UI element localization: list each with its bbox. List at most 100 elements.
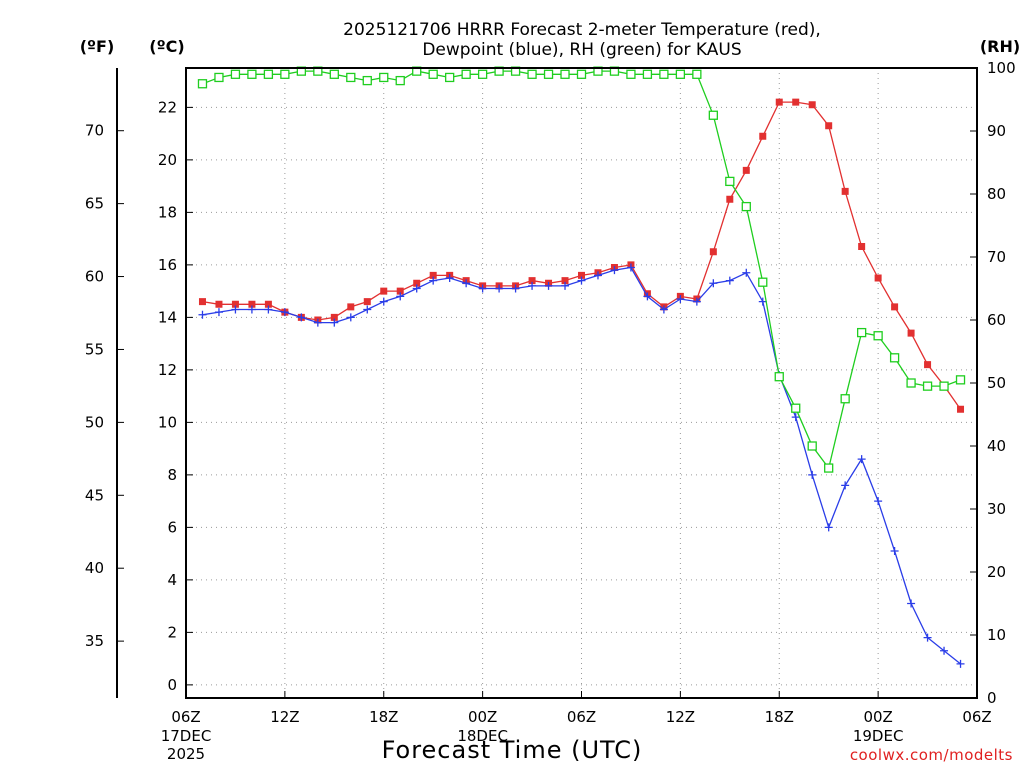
chart-title-line-2: Dewpoint (blue), RH (green) for KAUS [422,40,741,60]
rh-point [807,441,817,451]
rh-point [346,72,356,83]
celsius-unit-label: (ºC) [149,37,184,56]
rh-point [873,331,883,341]
rh-point [214,72,224,83]
fahrenheit-tick-label: 70 [85,122,104,140]
dewpoint-point [725,276,734,285]
fahrenheit-tick-label: 45 [85,486,104,504]
rh-point [906,378,916,388]
time-tick-label: 18Z [765,708,794,726]
rh-point [543,69,554,79]
dewpoint-point [561,281,570,290]
celsius-tick-label: 16 [158,256,177,274]
temperature-point [924,361,932,369]
date-tick-label: 19DEC [853,727,904,745]
rh-unit-label: (RH) [980,37,1020,56]
dewpoint-point [544,281,553,290]
dewpoint-point [626,263,635,272]
temperature-point [380,287,388,295]
gridlines [185,68,978,698]
rh-point [445,72,455,83]
celsius-tick-label: 22 [158,98,177,116]
dewpoint-point [643,292,652,301]
dewpoint-point [363,305,372,314]
dewpoint-point [841,481,850,490]
celsius-axis: 0 2 4 6 8 10 12 14 16 18 20 22 [158,98,193,694]
rh-point [774,372,784,382]
dewpoint-point [214,308,223,317]
time-tick-label: 06Z [171,708,200,726]
dewpoint-point [247,305,256,314]
dewpoint-point [396,292,405,301]
time-tick-label: 12Z [666,708,695,726]
temperature-point [841,187,849,195]
dewpoint-point [280,308,289,317]
dewpoint-point [379,297,388,306]
dewpoint-point [857,455,866,464]
fahrenheit-tick-label: 40 [85,559,104,577]
rh-point [642,69,653,79]
dewpoint-point [890,547,899,555]
rh-point [560,69,570,79]
rh-tick-label: 40 [987,437,1006,455]
time-tick-label: 00Z [863,708,892,726]
dewpoint-point [495,284,504,293]
dewpoint-point [297,313,306,322]
fahrenheit-tick-label: 55 [85,340,104,358]
rh-point [362,75,372,86]
temperature-point [578,271,585,279]
rh-point [675,69,686,79]
fahrenheit-tick-label: 65 [85,195,104,213]
rh-point [922,381,933,391]
rh-point [280,69,290,79]
rh-axis: 0 10 20 30 40 50 60 70 80 90 100 [970,59,1016,707]
year-tick-label: 2025 [167,745,205,763]
temperature-point [858,243,866,250]
dewpoint-point [659,305,668,314]
rh-point [461,69,471,79]
rh-point [725,176,735,187]
temperature-point [396,287,404,295]
time-tick-label: 12Z [270,708,299,726]
temperature-point [198,298,206,306]
temperature-point [330,313,338,321]
temperature-point [248,300,256,308]
fahrenheit-axis: 35 40 45 50 55 60 65 70 [85,68,124,698]
fahrenheit-tick-label: 60 [85,268,104,286]
celsius-tick-label: 4 [167,571,177,589]
rh-point [626,69,636,79]
temperature-point [759,132,767,140]
time-tick-label: 06Z [567,708,596,726]
rh-point [197,79,208,89]
rh-tick-label: 100 [987,59,1016,77]
series-temperature [198,98,965,413]
dewpoint-point [940,646,949,655]
rh-point [692,69,702,79]
celsius-tick-label: 10 [158,413,177,431]
temperature-point [413,279,421,287]
temperature-point [874,274,882,282]
dewpoint-point [742,268,751,277]
dewpoint-point [528,281,537,290]
temperature-point [561,277,569,285]
celsius-tick-label: 2 [167,623,177,641]
series-line [202,266,961,665]
dewpoint-point [231,305,240,314]
rh-point [758,277,768,287]
temperature-point [907,329,915,337]
date-tick-label: 17DEC [161,727,212,745]
rh-point [824,463,834,473]
temperature-point [825,122,833,130]
rh-point [659,69,669,79]
dewpoint-point [874,497,883,506]
dewpoint-point [412,284,421,293]
rh-point [263,69,274,79]
dewpoint-point [330,318,339,327]
dewpoint-point [511,284,520,293]
rh-tick-label: 0 [987,689,997,707]
rh-point [791,403,801,413]
rh-point [939,381,949,391]
series-dewpoint [198,263,965,668]
dewpoint-point [692,297,701,306]
